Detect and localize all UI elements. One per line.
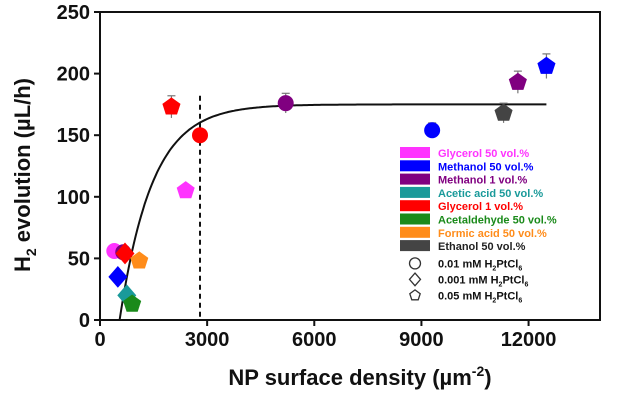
legend-label: Glycerol 1 vol.% [438,201,523,213]
data-point [117,284,137,307]
data-point [192,127,208,144]
legend-swatch [400,226,430,238]
x-tick-label: 6000 [292,329,337,351]
data-point [494,103,513,121]
y-tick-label: 0 [79,310,90,332]
legend-marker-label: 0.001 mM H2PtCl6 [438,274,528,288]
data-point [162,97,181,115]
data-point [424,122,441,139]
y-axis-title: H2 evolution (µL/h) [10,78,39,272]
x-tick-label: 9000 [399,329,444,351]
data-point [176,181,195,199]
legend-marker [408,272,422,287]
data-point [508,72,527,90]
legend-label: Methanol 50 vol.% [438,161,534,173]
legend-swatch [400,147,430,158]
legend-swatch [400,213,430,225]
data-point [130,251,149,269]
x-tick-label: 3000 [185,329,230,351]
fit-curve [118,103,547,321]
x-tick-label: 12000 [501,329,557,351]
legend-marker-label: 0.01 mM H2PtCl6 [438,258,522,272]
legend-label: Acetic acid 50 vol.% [438,188,543,200]
plot-frame [99,11,601,321]
x-tick-label: 0 [94,329,105,351]
x-axis-title: NP surface density (µm-2) [228,363,491,390]
legend-swatch [400,186,430,198]
data-point [123,294,142,312]
y-tick-label: 150 [57,125,90,147]
legend-swatch [400,200,430,212]
data-point [277,95,294,112]
y-tick-label: 100 [57,187,90,209]
legend-marker-label: 0.05 mM H2PtCl6 [438,290,522,304]
data-point [115,242,135,265]
legend-label: Methanol 1 vol.% [438,175,527,187]
y-tick-label: 50 [68,248,90,270]
y-tick-label: 250 [57,2,90,24]
legend-marker [408,257,422,270]
legend-label: Glycerol 50 vol.% [438,148,529,160]
legend-label: Formic acid 50 vol.% [438,228,547,240]
legend-swatch [400,160,430,172]
legend-swatch [400,240,430,252]
legend-label: Acetaldehyde 50 vol.% [438,215,557,227]
legend-marker [409,289,421,301]
legend-swatch [400,173,430,185]
legend-label: Ethanol 50 vol.% [438,241,526,253]
y-tick-label: 200 [57,64,90,86]
data-point [108,265,128,288]
data-point [537,56,556,74]
